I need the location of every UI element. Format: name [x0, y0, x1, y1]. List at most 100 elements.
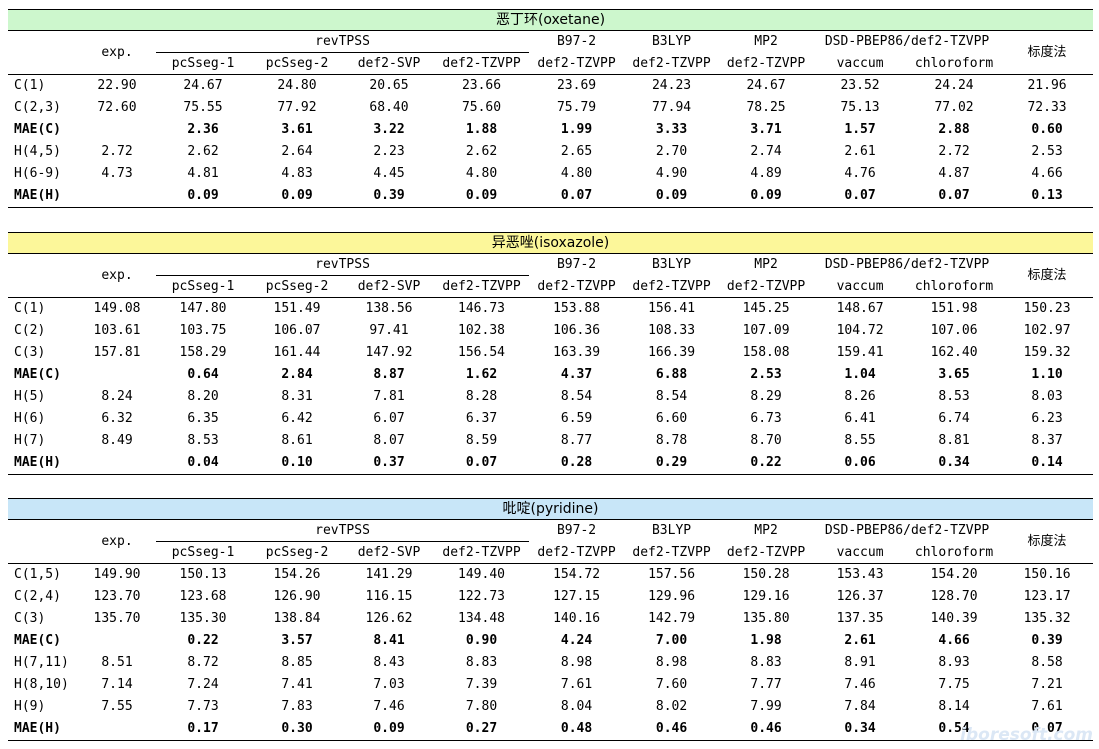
table-cell: 157.81 — [93, 345, 141, 360]
table-cell: 8.85 — [281, 655, 313, 670]
table-cell: 154.72 — [553, 567, 601, 582]
header-basis-set: pcSseg-1 — [156, 541, 250, 564]
table-cell: 0.07 — [813, 185, 908, 208]
row-label: H(6-9) — [14, 166, 61, 181]
table-cell: 2.62 — [465, 144, 498, 159]
table-cell: 7.80 — [465, 699, 498, 714]
header-dsd-pbep86: DSD-PBEP86/def2-TZVPP — [824, 523, 990, 539]
table-cell: 6.74 — [938, 411, 970, 426]
table-cell: 153.88 — [553, 301, 601, 316]
table-block-isoxazole: 异恶唑(isoxazole) exp. revTPSS B97-2 B3LYP MP2 DS… — [8, 232, 1094, 475]
table-cell: 0.09 — [719, 185, 814, 208]
table-block-oxetane: 恶丁环(oxetane) exp. revTPSS B97-2 B3LYP MP2 DSD-… — [8, 9, 1094, 208]
table-cell: 122.73 — [458, 589, 505, 604]
table-cell: 7.84 — [844, 699, 876, 714]
table-cell: 8.83 — [750, 655, 782, 670]
table-cell: 72.60 — [97, 100, 137, 115]
table-cell: 0.54 — [907, 718, 1002, 741]
table-cell: 1.57 — [844, 122, 876, 137]
header-row-1: exp. revTPSS B97-2 B3LYP MP2 DSD-PBEP86/def2-… — [8, 254, 1094, 298]
header-basis-set: def2-TZVPP — [529, 541, 625, 564]
table-cell: 0.09 — [434, 185, 530, 208]
table-cell: 23.66 — [461, 78, 502, 93]
table-cell — [78, 630, 156, 652]
table-cell: 8.07 — [373, 433, 405, 448]
table-cell: 0.34 — [907, 452, 1002, 475]
table-cell: 4.24 — [560, 633, 593, 648]
table-cell: 2.65 — [560, 144, 593, 159]
table-cell: 4.80 — [465, 166, 498, 181]
table-row: C(2,4) 123.70 123.68 126.90 116.15 122.73 127.… — [8, 586, 1093, 608]
table-cell: 2.88 — [938, 122, 970, 137]
table-cell: 8.53 — [938, 389, 970, 404]
header-basis-set: def2-SVP — [344, 52, 434, 75]
table-cell: 0.64 — [187, 367, 219, 382]
header-basis-set: def2-SVP — [344, 275, 434, 298]
header-row-1: exp. revTPSS B97-2 B3LYP MP2 DSD-PBEP86/def2-… — [8, 520, 1094, 564]
table-cell: 0.46 — [624, 718, 720, 741]
header-basis-set: def2-TZVPP — [719, 52, 814, 75]
table-cell: 8.87 — [373, 367, 405, 382]
table-cell: 7.41 — [281, 677, 313, 692]
table-cell: 23.69 — [556, 78, 597, 93]
header-dsd-pbep86: DSD-PBEP86/def2-TZVPP — [824, 34, 990, 50]
table-cell: 154.26 — [273, 567, 321, 582]
table-row: C(1) 149.08 147.80 151.49 138.56 146.73 153.88… — [8, 298, 1093, 321]
header-b97-2: B97-2 — [556, 257, 597, 273]
table-cell: 141.29 — [365, 567, 413, 582]
row-label: C(1) — [14, 78, 46, 93]
table-cell: 24.67 — [746, 78, 786, 93]
table-cell: 0.06 — [813, 452, 908, 475]
table-cell: 7.73 — [187, 699, 219, 714]
table-cell: 129.96 — [648, 589, 696, 604]
table-cell: 8.59 — [465, 433, 498, 448]
table-cell: 6.59 — [560, 411, 593, 426]
table-cell: 1.98 — [750, 633, 782, 648]
table-cell: 0.22 — [187, 633, 219, 648]
table-cell: 6.32 — [101, 411, 133, 426]
table-cell: 21.96 — [1027, 78, 1067, 93]
table-cell: 2.36 — [187, 122, 219, 137]
table-cell: 7.75 — [938, 677, 970, 692]
header-basis-set: def2-TZVPP — [529, 52, 625, 75]
table-cell: 8.98 — [560, 655, 593, 670]
header-revtpss: revTPSS — [156, 520, 530, 542]
header-empty — [8, 31, 78, 75]
table-row: H(7) 8.49 8.53 8.61 8.07 8.59 8.77 8.78 8.70 8.55… — [8, 430, 1093, 452]
header-basis-set: def2-TZVPP — [434, 275, 530, 298]
table-cell: 108.33 — [648, 323, 696, 338]
table-cell: 135.80 — [742, 611, 790, 626]
table-cell: 158.29 — [179, 345, 227, 360]
table-cell: 2.72 — [938, 144, 970, 159]
table-cell: 159.32 — [1023, 345, 1071, 360]
table-cell: 0.90 — [465, 633, 498, 648]
table-cell: 103.61 — [93, 323, 141, 338]
table-cell: 4.87 — [938, 166, 970, 181]
table-cell: 0.48 — [529, 718, 625, 741]
table-cell: 161.44 — [273, 345, 321, 360]
header-basis-set: chloroform — [907, 52, 1002, 75]
table-cell: 0.13 — [1001, 185, 1094, 208]
header-basis-set: def2-TZVPP — [719, 275, 814, 298]
table-cell: 8.58 — [1031, 655, 1063, 670]
table-cell: 4.76 — [844, 166, 876, 181]
table-cell: 126.37 — [836, 589, 884, 604]
table-row: MAE(H) 0.17 0.30 0.09 0.27 0.48 0.46 0.46 0.34 0.… — [8, 718, 1094, 741]
table-cell: 97.41 — [369, 323, 409, 338]
table-cell: 150.23 — [1023, 301, 1071, 316]
row-label: H(9) — [14, 699, 46, 714]
table-cell: 8.29 — [750, 389, 782, 404]
table-cell: 7.55 — [101, 699, 133, 714]
header-b97-2: B97-2 — [556, 523, 597, 539]
table-row: C(3) 135.70 135.30 138.84 126.62 134.48 140.16… — [8, 608, 1093, 630]
table-cell: 7.24 — [187, 677, 219, 692]
table-cell: 1.88 — [465, 122, 498, 137]
header-row-2: pcSseg-1 pcSseg-2 def2-SVP def2-TZVPP def2-T… — [8, 275, 1093, 298]
table-cell: 156.41 — [648, 301, 696, 316]
table-cell: 75.13 — [840, 100, 880, 115]
table-cell: 8.31 — [281, 389, 313, 404]
table-cell: 8.51 — [101, 655, 133, 670]
table-cell — [78, 119, 156, 141]
header-scale-method: 标度法 — [1001, 31, 1094, 75]
table-cell: 22.90 — [97, 78, 137, 93]
